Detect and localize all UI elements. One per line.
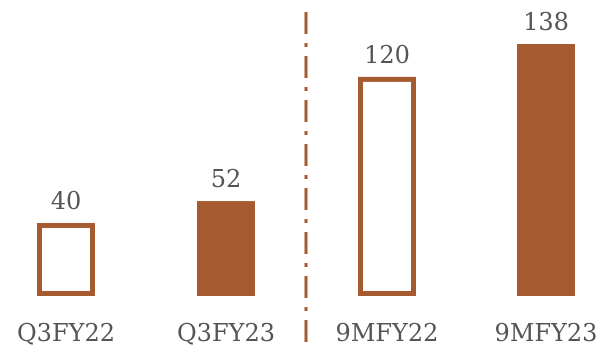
value-label-9mfy23: 138 [523,8,569,36]
value-label-q3fy23: 52 [211,165,242,193]
bar-q3fy23 [197,201,255,296]
bar-9mfy22 [358,76,416,296]
value-label-q3fy22: 40 [51,187,82,215]
bar-9mfy23 [517,44,575,297]
value-labels-group: 40 52 120 138 [51,8,569,215]
category-label-q3fy23: Q3FY23 [177,319,275,347]
value-label-9mfy22: 120 [364,41,410,69]
category-label-9mfy23: 9MFY23 [495,319,598,347]
category-label-q3fy22: Q3FY22 [17,319,115,347]
bars-group [37,44,575,297]
category-label-9mfy22: 9MFY22 [336,319,439,347]
category-labels-group: Q3FY22 Q3FY23 9MFY22 9MFY23 [17,319,597,347]
bar-q3fy22 [37,222,95,297]
